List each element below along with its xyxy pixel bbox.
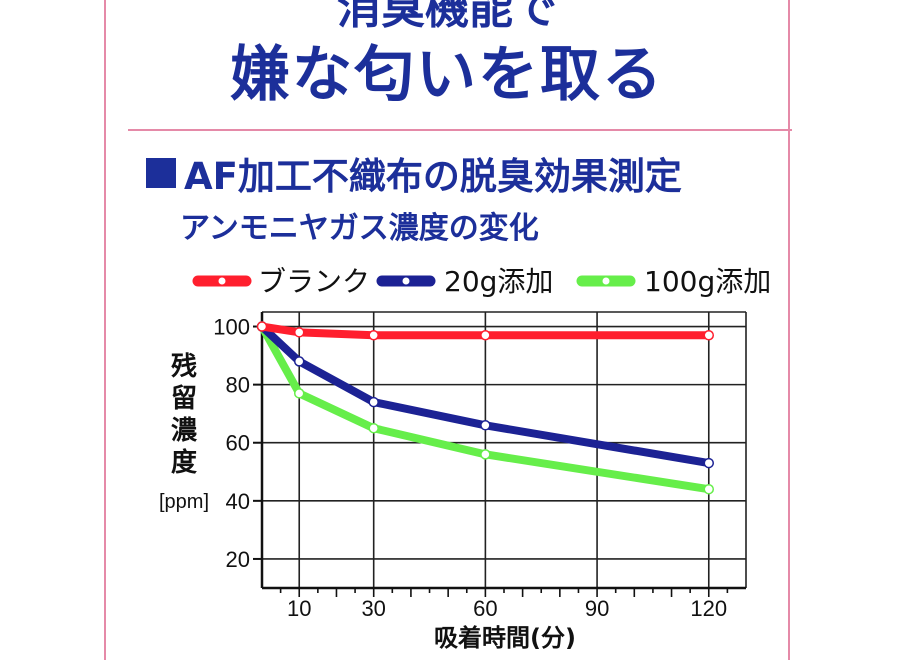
chart-axes: [253, 312, 746, 597]
legend-marker: [218, 277, 226, 285]
data-point: [293, 388, 305, 399]
legend-marker: [402, 277, 410, 285]
data-point: [703, 483, 715, 495]
x-tick-label: 90: [585, 596, 609, 621]
data-point: [293, 356, 305, 367]
y-axis-label-char: 残: [171, 352, 197, 382]
y-tick-label: 60: [226, 431, 250, 456]
section-subtitle: アンモニヤガス濃度の変化: [180, 211, 539, 246]
x-axis-label: 吸着時間(分): [434, 624, 576, 652]
data-point: [480, 420, 491, 431]
y-axis-label-char: 度: [171, 447, 197, 478]
data-point: [480, 329, 491, 341]
content-panel: 消臭機能で 嫌な匂いを取る: [104, 0, 790, 660]
section-title-row: AF加工不織布の脱臭効果測定: [146, 146, 682, 200]
legend-label: 20g添加: [444, 265, 553, 298]
x-tick-label: 10: [287, 596, 311, 621]
page-title: 嫌な匂いを取る: [230, 40, 664, 110]
y-axis-label-char: 留: [171, 384, 197, 414]
x-tick-label: 60: [473, 596, 497, 621]
y-tick-label: 100: [213, 315, 250, 340]
y-tick-label: 20: [226, 547, 250, 572]
data-point: [703, 457, 715, 469]
y-axis-unit: [ppm]: [159, 491, 209, 513]
title-partial: 消臭機能で: [337, 0, 557, 34]
y-tick-label: 80: [226, 373, 250, 398]
square-bullet-icon: [146, 158, 176, 188]
legend-label: ブランク: [258, 265, 370, 298]
data-point: [480, 449, 491, 460]
y-axis-label-char: 濃: [171, 416, 198, 446]
data-point: [293, 327, 305, 338]
legend-marker: [602, 277, 610, 285]
section-title: AF加工不織布の脱臭効果測定: [184, 155, 682, 198]
chart-series: [256, 321, 715, 495]
chart-grid: [262, 311, 747, 588]
chart-legend: ブランク 20g添加 100g添加: [192, 265, 771, 298]
data-point: [368, 329, 379, 341]
data-point: [256, 321, 268, 332]
data-point: [703, 329, 715, 341]
data-point: [368, 396, 379, 408]
y-tick-label: 40: [226, 489, 250, 514]
x-tick-label: 30: [361, 596, 385, 621]
section-divider: [128, 129, 792, 131]
x-tick-label: 120: [690, 596, 727, 621]
legend-label: 100g添加: [644, 265, 771, 298]
data-point: [368, 422, 379, 434]
